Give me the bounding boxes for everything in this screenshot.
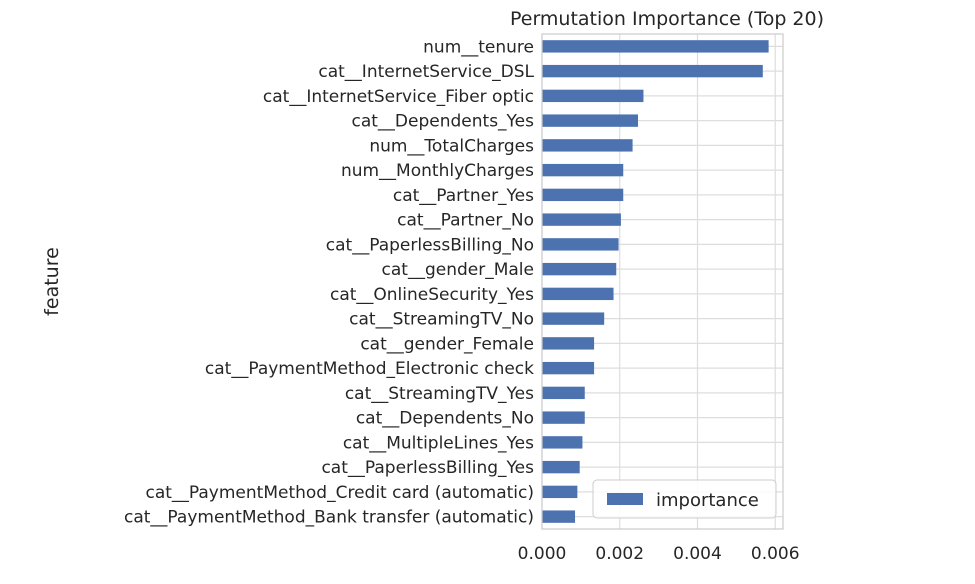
x-tick-label: 0.006 — [751, 544, 800, 564]
x-tick-label: 0.002 — [595, 544, 644, 564]
y-tick-label: cat__gender_Male — [382, 260, 534, 280]
y-axis-title: feature — [41, 247, 63, 316]
y-tick-label: cat__OnlineSecurity_Yes — [330, 285, 534, 305]
y-tick-label: cat__Dependents_Yes — [352, 112, 535, 132]
x-tick-label: 0.000 — [518, 544, 567, 564]
y-tick-label: num__MonthlyCharges — [341, 161, 534, 181]
x-tick-label: 0.004 — [673, 544, 722, 564]
y-tick-label: cat__Partner_Yes — [393, 186, 534, 206]
bar — [542, 213, 621, 226]
bar — [542, 139, 633, 152]
y-tick-labels: num__tenure cat__InternetService_DSL cat__… — [124, 37, 535, 527]
y-tick-label: cat__PaperlessBilling_Yes — [321, 458, 534, 478]
bar — [542, 386, 585, 400]
legend-swatch — [607, 493, 643, 505]
bar — [542, 262, 617, 276]
bar — [542, 460, 580, 474]
bar — [542, 114, 639, 127]
y-tick-label: num__TotalCharges — [369, 136, 534, 156]
bars — [542, 40, 769, 523]
bar — [542, 163, 624, 177]
y-tick-label: cat__PaymentMethod_Bank transfer (automa… — [124, 508, 534, 528]
y-tick-label: cat__PaymentMethod_Credit card (automati… — [145, 483, 534, 503]
y-tick-label: cat__PaperlessBilling_No — [326, 235, 534, 255]
y-tick-label: cat__StreamingTV_No — [349, 310, 534, 330]
legend-label: importance — [656, 490, 759, 511]
y-tick-label: num__tenure — [423, 37, 534, 57]
bar — [542, 89, 644, 103]
y-tick-label: cat__StreamingTV_Yes — [345, 384, 534, 404]
bar — [542, 40, 769, 53]
bar — [542, 64, 763, 78]
bar — [542, 238, 619, 251]
bar — [542, 337, 595, 350]
legend: importance — [592, 479, 777, 519]
bar — [542, 510, 576, 523]
chart-title: Permutation Importance (Top 20) — [510, 8, 824, 30]
bar — [542, 436, 583, 449]
x-tick-labels: 0.000 0.002 0.004 0.006 — [518, 544, 800, 564]
bar — [542, 361, 595, 375]
y-tick-label: cat__Dependents_No — [356, 409, 534, 429]
y-tick-label: cat__MultipleLines_Yes — [343, 433, 534, 453]
bar — [542, 312, 605, 325]
y-tick-label: cat__InternetService_DSL — [318, 62, 534, 82]
y-tick-label: cat__gender_Female — [360, 334, 534, 354]
bar — [542, 485, 578, 499]
grid-lines — [541, 34, 783, 529]
bar — [542, 188, 624, 202]
y-tick-label: cat__InternetService_Fiber optic — [263, 87, 534, 107]
y-tick-label: cat__Partner_No — [397, 211, 534, 231]
y-tick-label: cat__PaymentMethod_Electronic check — [205, 359, 534, 379]
plot-frame — [541, 33, 784, 530]
legend-box — [592, 479, 777, 519]
bar — [542, 287, 614, 301]
bar — [542, 411, 585, 424]
